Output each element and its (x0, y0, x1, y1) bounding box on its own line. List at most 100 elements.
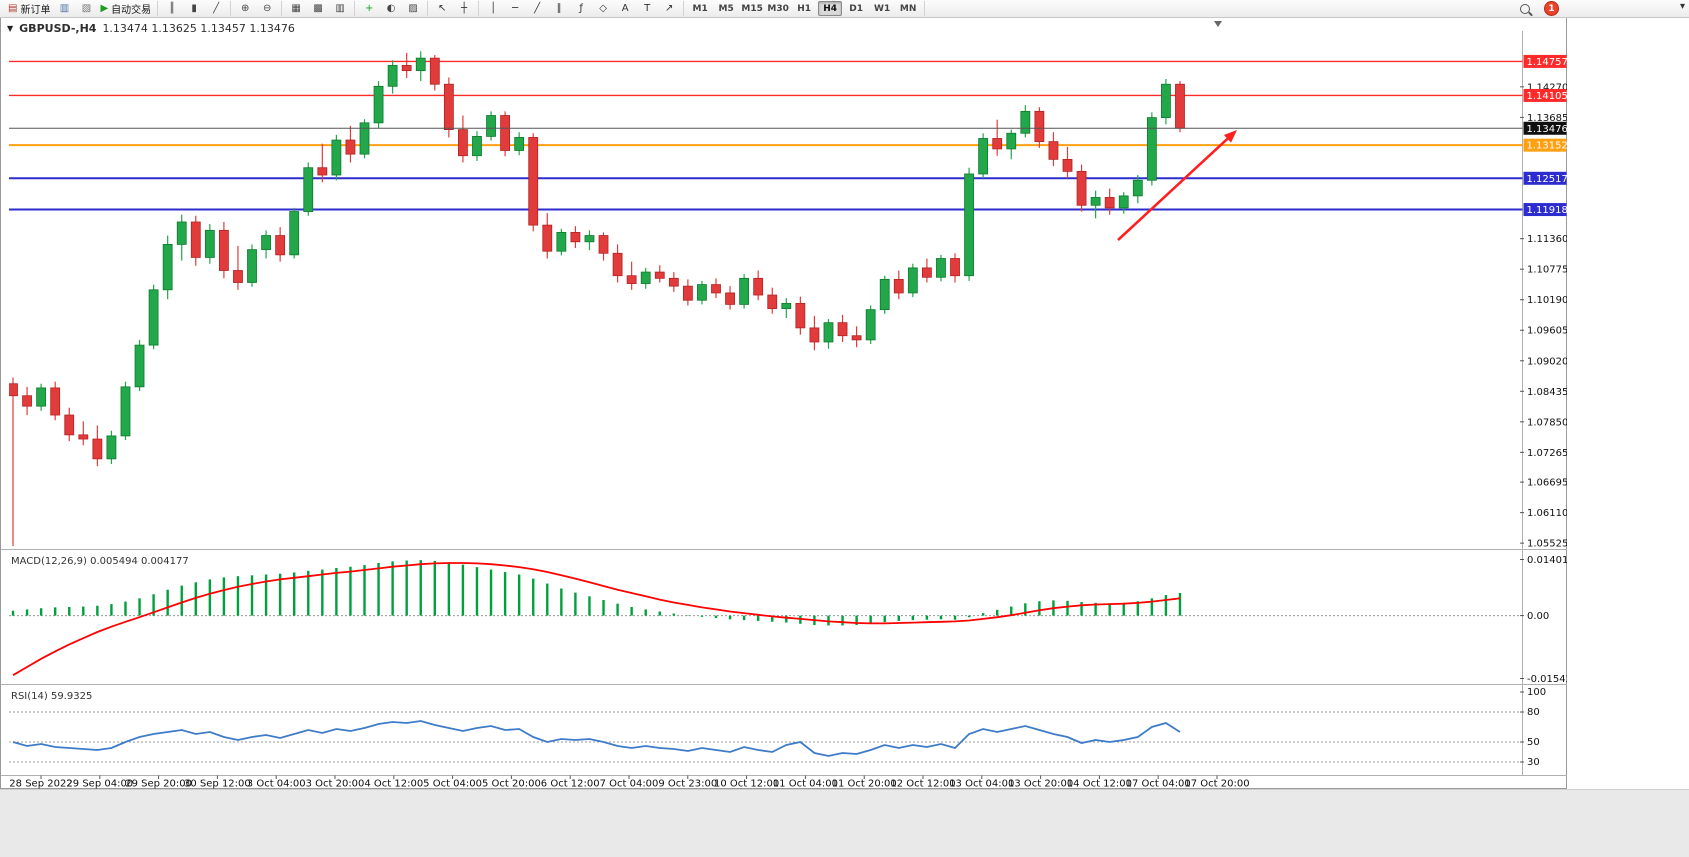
line-chart-button[interactable]: ╱ (205, 1, 227, 17)
timeframe-mn-button[interactable]: MN (899, 3, 917, 14)
candle-body (162, 244, 173, 291)
auto-trading-icon: ▶ (100, 2, 109, 14)
indicators-button[interactable]: + (358, 1, 380, 17)
candle-body (500, 115, 511, 151)
candle-body (1034, 110, 1045, 143)
candle-body (443, 83, 454, 131)
tile-windows-icon: ▦ (291, 2, 301, 14)
timeframe-h4-button[interactable]: H4 (818, 1, 843, 16)
price-chart-svg[interactable]: 1.14270 1.13685 1.11360 1.10775 1.10190 1.096… (1, 18, 1578, 790)
candle-body (134, 344, 145, 388)
zoom-out-button[interactable]: ⊖ (256, 1, 278, 17)
chart-header: ▼ GBPUSD-,H4 1.13474 1.13625 1.13457 1.1… (7, 22, 295, 35)
tile-windows-button[interactable]: ▦ (285, 1, 307, 17)
cursor-icon: ↖ (437, 2, 447, 14)
trend-arrow-annotation[interactable] (1117, 130, 1237, 241)
crosshair-icon: ┼ (461, 2, 468, 14)
svg-text:3 Oct 04:00: 3 Oct 04:00 (247, 779, 306, 790)
candle-body (50, 387, 61, 416)
timeframe-m30-button[interactable]: M30 (767, 3, 789, 14)
svg-text:11 Oct 20:00: 11 Oct 20:00 (832, 779, 897, 790)
chart-window[interactable]: ▼ GBPUSD-,H4 1.13474 1.13625 1.13457 1.1… (0, 17, 1578, 790)
timeframe-m5-button[interactable]: M5 (718, 3, 734, 14)
text-button[interactable]: A (614, 1, 636, 17)
candle-body (1048, 141, 1059, 160)
candle-body (570, 232, 581, 243)
candle-body (92, 438, 103, 460)
candlestick-chart-button[interactable]: ▮ (183, 1, 205, 17)
candle-body (837, 322, 848, 337)
candle-body (415, 57, 426, 72)
price-axis[interactable]: 1.14270 1.13685 1.11360 1.10775 1.10190 1.096… (1520, 82, 1568, 550)
candle-body (373, 85, 384, 124)
quick-trade-collapse-icon[interactable]: ▼ (7, 24, 14, 33)
arrange-windows-button[interactable]: ▥ (329, 1, 351, 17)
new-order-button[interactable]: ▤ 新订单 (5, 1, 53, 17)
zoom-in-icon: ⊕ (240, 2, 250, 14)
candle-body (148, 289, 159, 346)
chart-list-button[interactable]: ▥ (53, 1, 75, 17)
svg-text:5 Oct 04:00: 5 Oct 04:00 (423, 779, 482, 790)
timeframe-m1-button[interactable]: M1 (692, 3, 708, 14)
chart-shift-marker[interactable] (1214, 21, 1222, 27)
candle-body (22, 395, 32, 407)
candle-body (950, 258, 960, 277)
notification-badge[interactable]: 1 (1544, 1, 1559, 16)
candle-body (711, 284, 721, 294)
svg-text:1.13685: 1.13685 (1527, 113, 1567, 124)
cursor-button[interactable]: ↖ (431, 1, 453, 17)
cascade-windows-button[interactable]: ▩ (307, 1, 329, 17)
candle-body (1175, 83, 1185, 129)
zoom-in-button[interactable]: ⊕ (234, 1, 256, 17)
timeframe-h1-button[interactable]: H1 (797, 3, 812, 14)
svg-text:1.09020: 1.09020 (1527, 356, 1567, 367)
periods-button[interactable]: ◐ (380, 1, 402, 17)
svg-text:1.10190: 1.10190 (1527, 295, 1567, 306)
candle-body (753, 277, 764, 296)
candle-body (992, 138, 1003, 150)
trendline-button[interactable]: ╱ (526, 1, 548, 17)
candle-body (556, 232, 567, 252)
timeframe-w1-button[interactable]: W1 (874, 3, 891, 14)
svg-text:0.00: 0.00 (1527, 611, 1549, 622)
vertical-line-button[interactable]: │ (482, 1, 504, 17)
fibonacci-button[interactable]: ƒ (570, 1, 592, 17)
search-button[interactable] (1514, 1, 1536, 17)
candle-body (739, 277, 750, 305)
horizontal-line-button[interactable]: ─ (504, 1, 526, 17)
candle-body (851, 335, 862, 341)
toolbar-overflow-button[interactable]: ▾ (1679, 1, 1685, 12)
shapes-button[interactable]: ◇ (592, 1, 614, 17)
insert-group: + ◐ ▨ (355, 1, 429, 17)
chart-type-group: ║ ▮ ╱ (158, 1, 232, 17)
arrows-button[interactable]: ↗ (658, 1, 680, 17)
auto-trading-button[interactable]: ▶ 自动交易 (97, 1, 154, 17)
candles-layer (9, 51, 1185, 546)
candle-body (598, 235, 609, 254)
channel-button[interactable]: ∥ (548, 1, 570, 17)
profiles-icon: ▧ (81, 2, 92, 14)
candle-body (1062, 158, 1073, 172)
candle-body (289, 211, 300, 256)
candle-body (458, 129, 468, 157)
label-button[interactable]: T (636, 1, 658, 17)
svg-text:1.10775: 1.10775 (1527, 265, 1567, 276)
svg-text:1.06695: 1.06695 (1527, 478, 1567, 489)
svg-text:1.14757: 1.14757 (1527, 57, 1568, 68)
crosshair-button[interactable]: ┼ (453, 1, 475, 17)
periods-icon: ◐ (386, 2, 396, 14)
candle-body (233, 270, 243, 283)
fibonacci-icon: ƒ (579, 2, 583, 14)
chart-list-icon: ▥ (59, 2, 70, 14)
svg-text:1.13476: 1.13476 (1527, 124, 1568, 135)
bar-chart-button[interactable]: ║ (161, 1, 183, 17)
timeframe-m15-button[interactable]: M15 (741, 3, 763, 14)
profiles-button[interactable]: ▧ (75, 1, 97, 17)
candle-body (64, 414, 75, 436)
svg-text:1.11918: 1.11918 (1527, 205, 1568, 216)
templates-button[interactable]: ▨ (402, 1, 424, 17)
candle-body (303, 167, 314, 212)
timeframe-d1-button[interactable]: D1 (849, 3, 864, 14)
